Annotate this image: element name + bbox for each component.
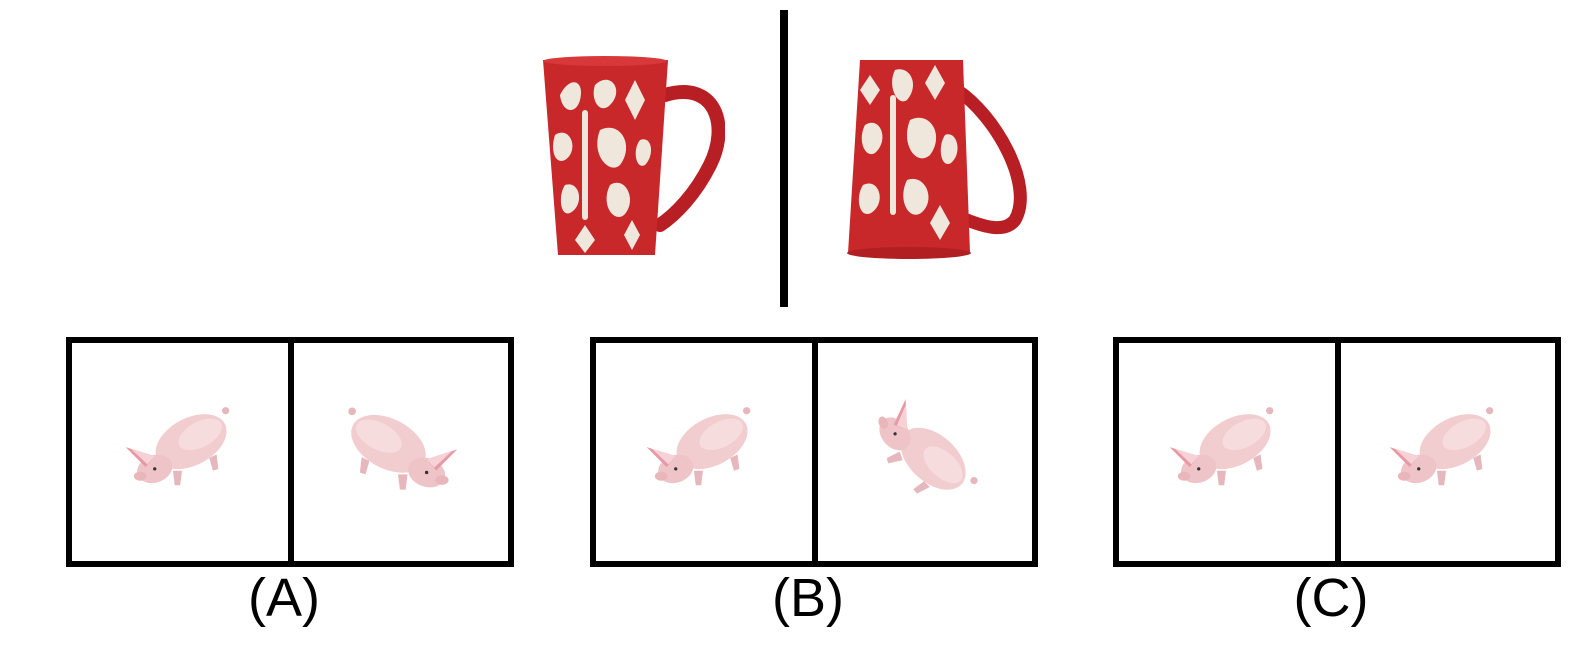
option-c-left-cell <box>1119 343 1335 561</box>
option-b-left-cell <box>596 343 812 561</box>
reference-mug-left <box>540 55 726 265</box>
option-c-right-cell <box>1341 343 1555 561</box>
option-a-box[interactable] <box>66 337 514 567</box>
option-b-box[interactable] <box>590 337 1038 567</box>
pig-icon <box>867 383 985 517</box>
pig-icon <box>341 403 458 493</box>
option-a-label: (A) <box>248 568 320 628</box>
option-c-separator <box>1335 343 1341 561</box>
option-c-box[interactable] <box>1113 337 1561 567</box>
option-a-left-cell <box>72 343 288 561</box>
reference-mug-right <box>845 55 1030 265</box>
option-b-separator <box>812 343 818 561</box>
pig-icon <box>1389 402 1500 488</box>
option-a-right-cell <box>294 343 508 561</box>
pig-icon <box>1169 402 1280 488</box>
pig-icon <box>646 402 757 488</box>
pig-icon <box>125 402 236 488</box>
option-b-right-cell <box>818 343 1032 561</box>
mug-icon <box>543 56 726 255</box>
reference-divider <box>780 10 788 307</box>
option-c-label: (C) <box>1293 568 1369 628</box>
mug-icon <box>847 60 1027 259</box>
option-a-separator <box>288 343 294 561</box>
option-b-label: (B) <box>772 568 844 628</box>
